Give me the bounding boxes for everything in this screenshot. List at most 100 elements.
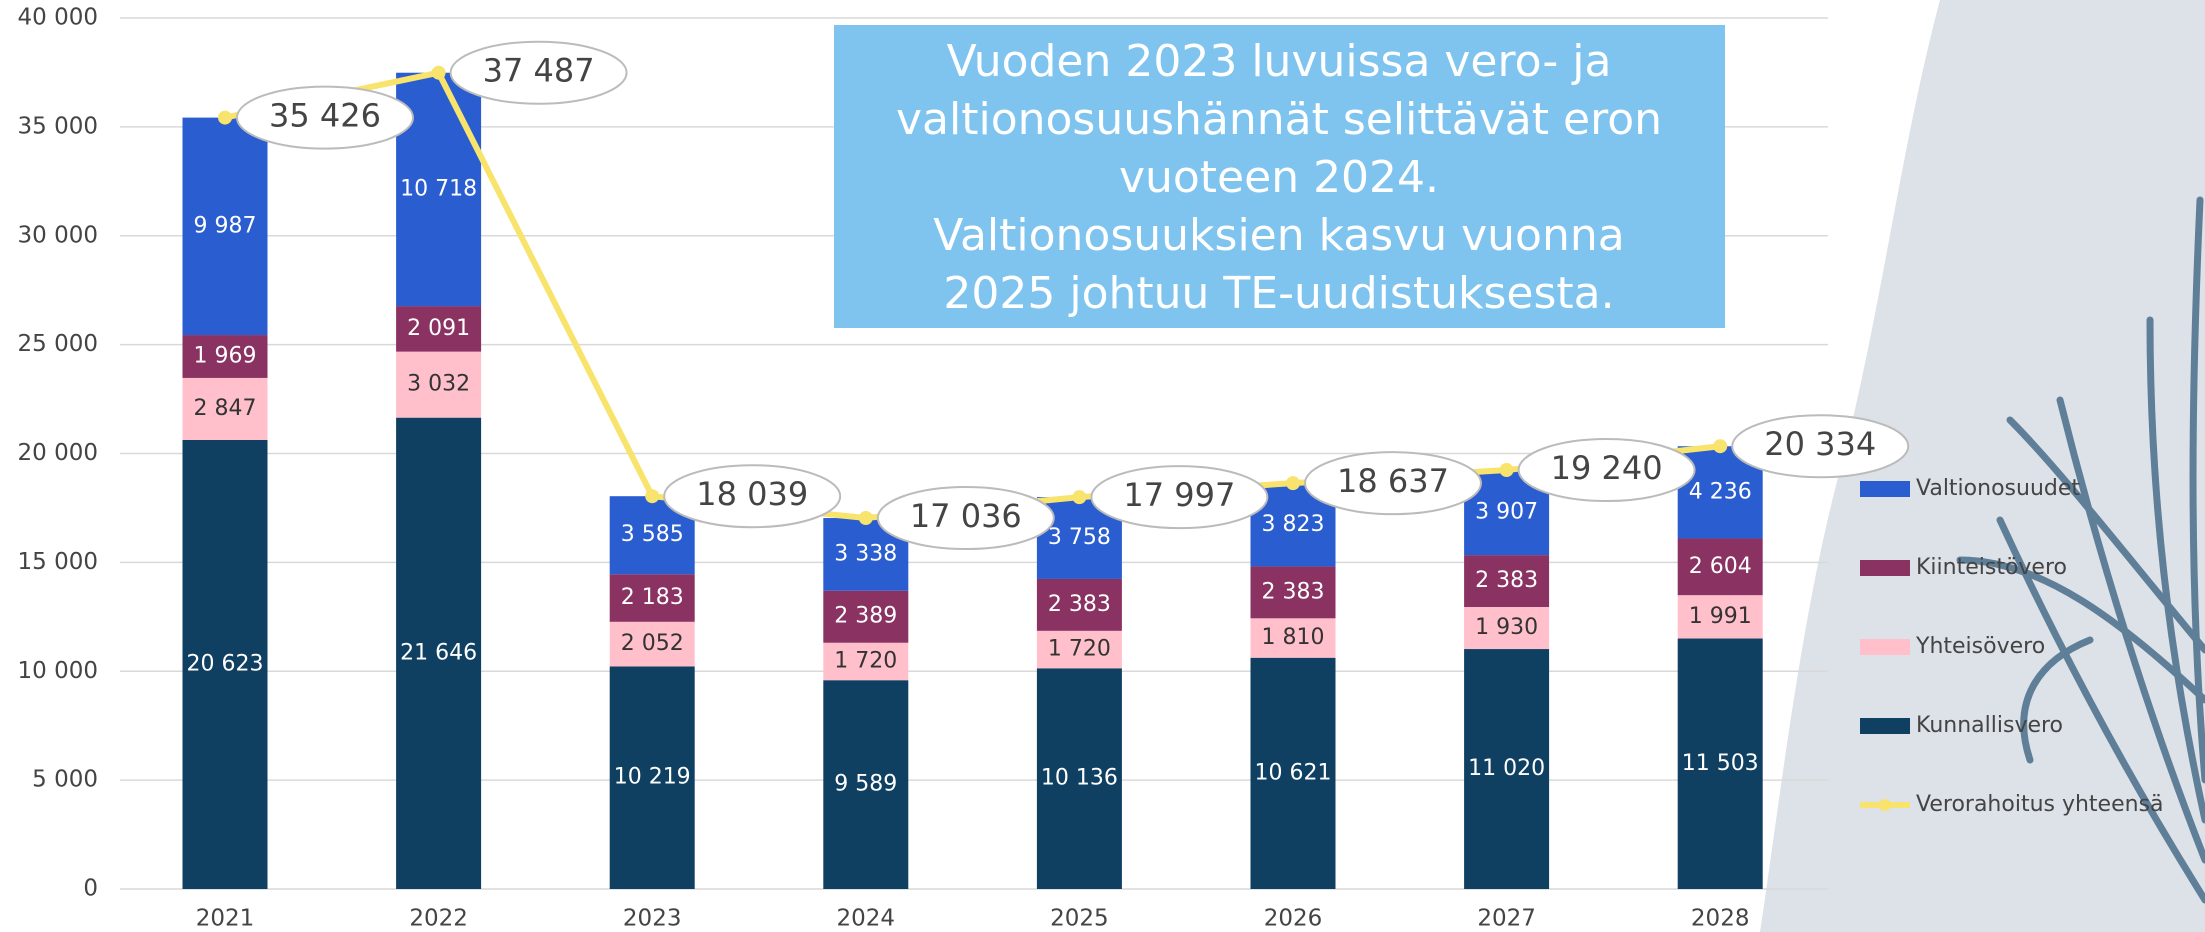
label-bubble [1517, 438, 1696, 503]
legend-swatch [1879, 799, 1891, 811]
data-label: 10 621 [1255, 760, 1332, 785]
bar-segment [1677, 595, 1763, 639]
data-label: 10 219 [614, 765, 691, 790]
line-point [218, 110, 232, 125]
bar-segment [182, 335, 268, 378]
line-point [858, 511, 873, 526]
legend-swatch [1860, 560, 1910, 576]
line-label: 17 036 [910, 497, 1022, 535]
bar-segment [1036, 668, 1122, 889]
data-label: 9 589 [834, 772, 897, 797]
data-label: 1 991 [1689, 604, 1752, 629]
y-tick-label: 20 000 [18, 440, 98, 466]
line-point [1713, 439, 1728, 454]
bar-segment [1250, 618, 1336, 658]
data-label: 3 032 [407, 372, 470, 397]
y-tick-label: 5 000 [32, 767, 98, 793]
data-label: 2 389 [834, 604, 897, 629]
data-label: 11 020 [1468, 756, 1545, 781]
label-bubble [876, 486, 1055, 551]
x-tick-label: 2026 [1264, 906, 1323, 932]
legend-label: Valtionosuudet [1916, 476, 2080, 501]
y-tick-label: 30 000 [18, 222, 98, 248]
data-label: 3 907 [1475, 500, 1538, 525]
data-label: 4 236 [1689, 479, 1752, 504]
bar-segment [396, 417, 482, 889]
bar-segment [1036, 578, 1122, 631]
y-tick-label: 0 [83, 876, 98, 902]
bar-segment [182, 117, 268, 336]
data-label: 3 585 [621, 522, 684, 547]
annotation-box [834, 25, 1725, 328]
annotation-text: Vuoden 2023 luvuissa vero- ja [947, 36, 1612, 87]
x-tick-label: 2024 [837, 906, 896, 932]
legend-label: Verorahoitus yhteensä [1916, 792, 2164, 817]
x-tick-label: 2025 [1050, 906, 1109, 932]
bar-segment [609, 666, 695, 889]
label-bubble [449, 40, 628, 105]
x-tick-label: 2021 [196, 906, 255, 932]
annotation-text: valtionosuushännät selittävät eron [896, 94, 1662, 145]
bar-segment [182, 439, 268, 889]
line-point [1499, 463, 1514, 478]
data-label: 11 503 [1682, 751, 1759, 776]
bar-segment [823, 642, 909, 681]
bar-segment [823, 590, 909, 643]
y-tick-label: 10 000 [18, 658, 98, 684]
line-label: 18 637 [1337, 462, 1449, 500]
bar-segment [1464, 607, 1550, 650]
bar-segment [182, 377, 268, 440]
bar-segment [609, 621, 695, 667]
line-point [1072, 490, 1087, 505]
annotation-text: vuoteen 2024. [1119, 152, 1439, 203]
line-label: 18 039 [696, 475, 808, 513]
background-shape [1760, 0, 2205, 932]
x-tick-label: 2027 [1477, 906, 1536, 932]
bar-segment [1464, 555, 1550, 608]
annotation-text: 2025 johtuu TE-uudistuksesta. [943, 268, 1614, 319]
data-label: 1 810 [1262, 625, 1325, 650]
bar-segment [1250, 566, 1336, 619]
legend-swatch [1860, 718, 1910, 734]
bar-segment [1464, 649, 1550, 889]
y-tick-label: 35 000 [18, 113, 98, 139]
data-label: 2 383 [1475, 568, 1538, 593]
line-point [431, 65, 446, 80]
data-label: 2 183 [621, 585, 684, 610]
legend-swatch [1860, 639, 1910, 655]
bar-segment [1677, 538, 1763, 596]
data-label: 2 604 [1689, 554, 1752, 579]
data-label: 3 758 [1048, 525, 1111, 550]
y-tick-label: 25 000 [18, 331, 98, 357]
bar-segment [396, 306, 482, 352]
x-tick-label: 2028 [1691, 906, 1750, 932]
label-bubble [1090, 465, 1269, 530]
bar-segment [609, 574, 695, 622]
data-label: 1 930 [1475, 615, 1538, 640]
y-tick-label: 40 000 [18, 5, 98, 31]
data-label: 1 720 [1048, 637, 1111, 662]
data-label: 1 720 [834, 648, 897, 673]
bar-segment [396, 351, 482, 418]
bar-segment [1036, 630, 1122, 669]
line-label: 17 997 [1123, 476, 1235, 514]
data-label: 3 338 [834, 541, 897, 566]
data-label: 2 091 [407, 316, 470, 341]
line-label: 19 240 [1551, 449, 1663, 487]
line-point [645, 489, 660, 504]
label-bubble [236, 85, 414, 150]
legend-swatch [1860, 481, 1910, 497]
annotation-text: Valtionosuuksien kasvu vuonna [933, 210, 1624, 261]
x-tick-label: 2022 [409, 906, 468, 932]
bar-segment [823, 680, 909, 889]
legend-label: Yhteisövero [1915, 634, 2045, 659]
x-tick-label: 2023 [623, 906, 682, 932]
legend-label: Kunnallisvero [1916, 713, 2063, 738]
data-label: 20 623 [187, 651, 264, 676]
line-label: 37 487 [483, 52, 595, 90]
data-label: 10 136 [1041, 766, 1118, 791]
bar-segment [1250, 657, 1336, 889]
label-bubble [663, 464, 842, 529]
data-label: 2 383 [1048, 592, 1111, 617]
